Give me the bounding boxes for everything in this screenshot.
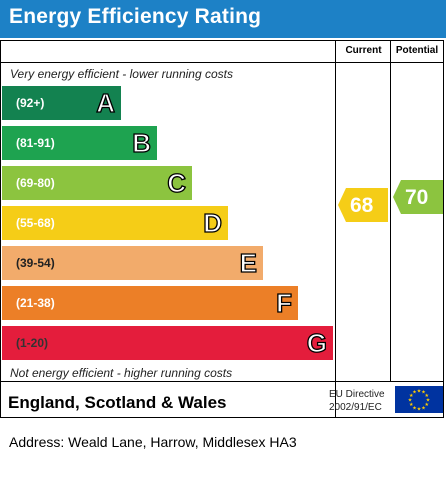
band-letter: D — [203, 208, 222, 239]
band-letter: F — [276, 288, 292, 319]
header-row-divider — [1, 62, 443, 63]
eu-directive-label: EU Directive — [329, 389, 385, 400]
band-b: (81-91) B — [2, 126, 157, 160]
top-note: Very energy efficient - lower running co… — [10, 67, 233, 81]
eu-flag-icon: ★ ★ ★ ★ ★ ★ ★ ★ ★ ★ ★ ★ — [395, 386, 443, 413]
current-column-header: Current — [337, 45, 390, 56]
band-a: (92+) A — [2, 86, 121, 120]
band-letter: C — [167, 168, 186, 199]
band-f: (21-38) F — [2, 286, 298, 320]
bottom-note: Not energy efficient - higher running co… — [10, 366, 232, 380]
potential-rating-arrow: 70 — [393, 180, 443, 214]
flag-star-icon: ★ — [417, 407, 422, 413]
page-title: Energy Efficiency Rating — [9, 5, 261, 29]
current-rating-value: 68 — [350, 194, 373, 218]
band-letter: E — [240, 248, 257, 279]
band-range: (92+) — [16, 96, 44, 110]
band-range: (39-54) — [16, 256, 55, 270]
band-d: (55-68) D — [2, 206, 228, 240]
band-g: (1-20) G — [2, 326, 333, 360]
potential-column-divider — [390, 41, 391, 382]
property-address: Address: Weald Lane, Harrow, Middlesex H… — [9, 434, 297, 450]
band-range: (21-38) — [16, 296, 55, 310]
band-c: (69-80) C — [2, 166, 192, 200]
flag-star-icon: ★ — [421, 405, 426, 411]
rating-table: Current Potential Very energy efficient … — [0, 40, 444, 418]
footer-divider — [1, 381, 443, 382]
current-rating-arrow: 68 — [338, 188, 388, 222]
band-range: (55-68) — [16, 216, 55, 230]
band-e: (39-54) E — [2, 246, 263, 280]
region-label: England, Scotland & Wales — [8, 393, 227, 413]
band-range: (69-80) — [16, 176, 55, 190]
band-letter: B — [132, 128, 151, 159]
band-letter: A — [96, 88, 115, 119]
header-bar: Energy Efficiency Rating — [0, 0, 446, 38]
eu-directive-number: 2002/91/EC — [329, 402, 382, 413]
flag-star-icon: ★ — [425, 393, 430, 399]
band-letter: G — [307, 328, 327, 359]
potential-column-header: Potential — [391, 45, 443, 56]
potential-rating-value: 70 — [405, 186, 428, 210]
current-column-divider — [335, 41, 336, 417]
band-range: (1-20) — [16, 336, 48, 350]
band-range: (81-91) — [16, 136, 55, 150]
